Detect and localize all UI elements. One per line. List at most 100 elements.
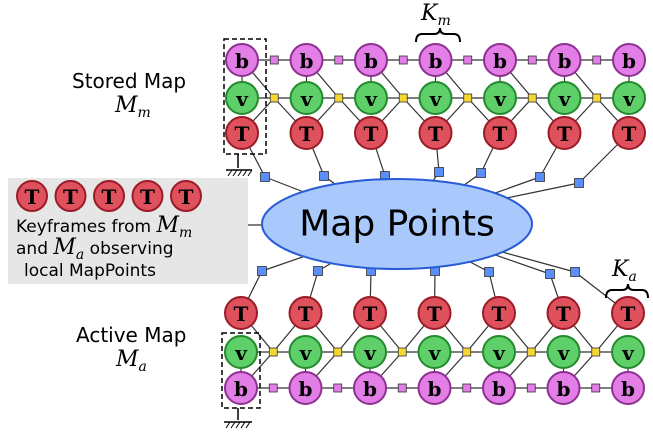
active-velocity-node: v bbox=[611, 335, 645, 369]
stored-velocity-node: v bbox=[225, 81, 259, 115]
active-imu-factor bbox=[591, 347, 601, 357]
stored-bias-node-circle bbox=[354, 43, 388, 77]
stored-velocity-node-letter: v bbox=[300, 87, 314, 111]
stored-bias-factor bbox=[592, 55, 602, 65]
stored-bias-node-letter: b bbox=[558, 49, 572, 73]
stored-bias-node-letter: b bbox=[235, 49, 249, 73]
stored-pose-node-letter: T bbox=[493, 122, 508, 146]
nodes-layer: bvTbvTbvTbvTbvTbvTbvTTvbTvbTvbTvbTvbTvbT… bbox=[224, 43, 646, 405]
stored-velocity-node: v bbox=[483, 81, 517, 115]
active-first-keyframe-box bbox=[221, 332, 261, 429]
active-pose-node-letter: T bbox=[556, 302, 571, 326]
active-imu-factor bbox=[462, 347, 472, 357]
active-pose-node: T bbox=[224, 296, 258, 330]
stored-imu-factor bbox=[592, 93, 602, 103]
legend-line-2: and Ma observing bbox=[16, 235, 174, 263]
k-m-label: Km bbox=[420, 1, 451, 29]
stored-bias-factor bbox=[527, 55, 537, 65]
active-map-label-group: Active Map Ma bbox=[76, 323, 186, 375]
legend-pose-node-letter: T bbox=[140, 185, 155, 209]
k-a-label: Ka bbox=[611, 257, 637, 285]
active-velocity-node-letter: v bbox=[557, 341, 571, 365]
stored-bias-node-circle bbox=[225, 43, 259, 77]
legend-pose-node-circle bbox=[93, 180, 125, 212]
factor-squares-layer bbox=[235, 55, 602, 393]
stored-mappoint-factor bbox=[535, 172, 545, 182]
active-pose-node: T bbox=[546, 296, 581, 330]
legend-pose-node: T bbox=[93, 180, 125, 212]
stored-imu-factor bbox=[527, 93, 537, 103]
active-velocity-node-circle bbox=[417, 335, 452, 369]
legend-pose-node-letter: T bbox=[25, 185, 40, 209]
stored-bias-node-letter: b bbox=[493, 49, 507, 73]
active-pose-node: T bbox=[482, 296, 516, 330]
active-mappoint-factor bbox=[257, 266, 267, 276]
active-pose-node-circle bbox=[417, 296, 452, 330]
stored-velocity-node: v bbox=[418, 81, 453, 115]
active-bias-node-letter: b bbox=[363, 377, 377, 401]
legend-pose-node: T bbox=[54, 180, 87, 212]
stored-pose-node-circle bbox=[612, 116, 646, 150]
stored-bias-node: b bbox=[547, 43, 582, 77]
active-pose-node-letter: T bbox=[298, 302, 313, 326]
active-bias-factor bbox=[333, 383, 343, 393]
k-m-brace: Km bbox=[415, 1, 461, 43]
stored-imu-factor bbox=[334, 93, 344, 103]
active-pose-node-circle bbox=[288, 296, 323, 330]
active-pose-node-circle bbox=[611, 296, 645, 330]
stored-pose-node: T bbox=[225, 116, 259, 150]
active-bias-node: b bbox=[482, 371, 516, 405]
stored-bias-node-letter: b bbox=[622, 49, 636, 73]
stored-mappoint-factor bbox=[319, 171, 329, 181]
active-velocity-node-letter: v bbox=[492, 341, 506, 365]
stored-bias-node: b bbox=[612, 43, 646, 77]
active-pose-node: T bbox=[611, 296, 645, 330]
active-mappoint-factor bbox=[484, 267, 494, 277]
active-velocity-node-circle bbox=[224, 335, 258, 369]
active-bias-factor bbox=[397, 383, 407, 393]
stored-bias-factor bbox=[334, 55, 344, 65]
active-velocity-node-letter: v bbox=[299, 341, 313, 365]
active-pose-node-circle bbox=[546, 296, 581, 330]
stored-bias-factor bbox=[398, 55, 408, 65]
active-bias-node: b bbox=[288, 371, 323, 405]
active-bias-node-letter: b bbox=[492, 377, 506, 401]
stored-bias-node: b bbox=[483, 43, 517, 77]
active-velocity-node-letter: v bbox=[234, 341, 248, 365]
legend-pose-node-letter: T bbox=[179, 185, 194, 209]
active-bias-factor bbox=[526, 383, 536, 393]
stored-pose-node: T bbox=[354, 116, 388, 150]
active-velocity-node: v bbox=[353, 335, 387, 369]
active-pose-node-letter: T bbox=[427, 302, 442, 326]
stored-bias-node: b bbox=[289, 43, 324, 77]
active-bias-node: b bbox=[417, 371, 452, 405]
active-velocity-node-letter: v bbox=[621, 341, 635, 365]
stored-velocity-node-circle bbox=[483, 81, 517, 115]
stored-bias-node: b bbox=[354, 43, 388, 77]
map-points-node: Map Points bbox=[261, 178, 533, 270]
stored-mappoint-factor bbox=[434, 167, 444, 177]
stored-bias-factor bbox=[463, 55, 473, 65]
active-pose-node: T bbox=[288, 296, 323, 330]
active-velocity-node-circle bbox=[546, 335, 581, 369]
active-mappoint-factor bbox=[545, 269, 555, 279]
active-imu-factor bbox=[268, 347, 278, 357]
legend-line-1: Keyframes from Mm bbox=[16, 213, 192, 241]
active-pose-node-letter: T bbox=[363, 302, 378, 326]
stored-pose-node: T bbox=[418, 116, 453, 150]
legend-pose-node-letter: T bbox=[63, 185, 78, 209]
legend-pose-node-letter: T bbox=[102, 185, 117, 209]
stored-bias-node: b bbox=[418, 43, 453, 77]
active-imu-factor bbox=[333, 347, 343, 357]
active-bias-node: b bbox=[611, 371, 645, 405]
active-velocity-node-circle bbox=[288, 335, 323, 369]
legend-pose-node: T bbox=[170, 180, 202, 212]
stored-pose-node-circle bbox=[547, 116, 582, 150]
stored-pose-node-circle bbox=[483, 116, 517, 150]
stored-pose-node-letter: T bbox=[235, 122, 250, 146]
active-observation-edge bbox=[494, 249, 576, 273]
active-bias-node-letter: b bbox=[428, 377, 442, 401]
active-mappoint-factor bbox=[570, 267, 580, 277]
